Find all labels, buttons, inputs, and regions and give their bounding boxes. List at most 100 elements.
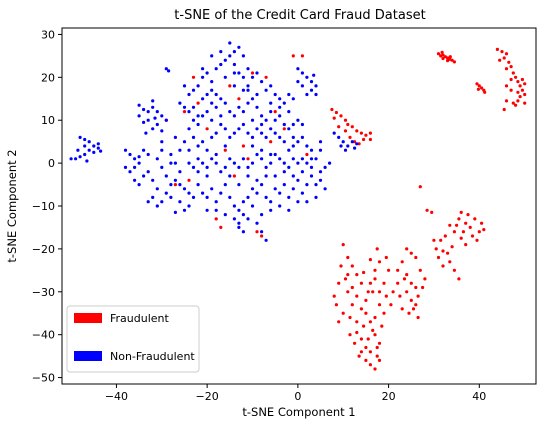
data-point xyxy=(255,127,259,131)
data-point xyxy=(355,294,359,298)
data-point xyxy=(409,298,413,302)
data-point xyxy=(269,200,273,204)
data-point xyxy=(214,217,218,221)
data-point xyxy=(346,290,350,294)
data-point xyxy=(457,217,461,221)
data-point xyxy=(504,52,509,56)
data-point xyxy=(210,101,214,105)
data-point xyxy=(441,249,445,253)
data-point xyxy=(287,208,291,212)
data-point xyxy=(464,221,468,225)
data-point xyxy=(341,243,345,247)
data-point xyxy=(246,157,250,161)
data-point xyxy=(509,88,513,92)
legend-label-fraudulent: Fraudulent xyxy=(110,312,170,325)
y-axis-label: t-SNE Component 2 xyxy=(5,149,19,262)
data-point xyxy=(241,88,245,92)
data-point xyxy=(201,140,205,144)
y-tick-label: 30 xyxy=(41,28,55,41)
data-point xyxy=(133,165,137,169)
data-point xyxy=(187,191,191,195)
data-point xyxy=(241,54,245,58)
data-point xyxy=(409,281,413,285)
data-point xyxy=(411,307,416,311)
data-point xyxy=(500,50,504,54)
data-point xyxy=(232,161,236,165)
y-tick-label: 0 xyxy=(48,157,55,170)
data-point xyxy=(223,183,227,187)
data-point xyxy=(350,285,354,290)
data-point xyxy=(232,204,236,208)
data-point xyxy=(232,50,236,54)
data-point xyxy=(328,161,332,165)
data-point xyxy=(164,118,168,122)
data-point xyxy=(364,298,368,302)
data-point xyxy=(348,333,352,337)
data-point xyxy=(228,54,232,58)
data-point xyxy=(123,165,128,169)
data-point xyxy=(219,114,223,118)
data-point xyxy=(155,157,159,161)
data-point xyxy=(346,255,350,260)
legend-swatch-fraudulent xyxy=(74,313,102,323)
data-point xyxy=(241,230,245,234)
data-point xyxy=(255,221,259,225)
data-point xyxy=(516,90,520,94)
data-point xyxy=(205,71,209,75)
data-point xyxy=(377,341,382,345)
data-point xyxy=(196,170,200,174)
data-point xyxy=(269,161,273,165)
data-point xyxy=(250,97,255,101)
data-point xyxy=(357,354,361,358)
data-point xyxy=(241,157,245,161)
data-point xyxy=(99,149,103,153)
data-point xyxy=(305,183,309,187)
data-point xyxy=(384,294,388,298)
data-point xyxy=(495,47,499,52)
data-point xyxy=(173,210,177,214)
data-point xyxy=(151,99,155,103)
data-point xyxy=(368,320,372,324)
data-point xyxy=(309,80,314,84)
data-point xyxy=(339,144,343,148)
data-point xyxy=(260,213,264,217)
data-point xyxy=(96,146,100,150)
data-point xyxy=(282,101,286,105)
data-point xyxy=(232,131,236,135)
data-point xyxy=(350,140,354,144)
data-point xyxy=(146,110,150,114)
data-point xyxy=(169,152,173,157)
data-point xyxy=(196,114,200,118)
data-point xyxy=(232,84,236,88)
data-point xyxy=(250,187,255,191)
data-point xyxy=(250,144,255,148)
data-point xyxy=(348,315,352,320)
data-point xyxy=(396,281,400,285)
data-point xyxy=(187,110,191,114)
data-point xyxy=(223,75,227,79)
data-point xyxy=(377,358,382,362)
data-point xyxy=(287,195,291,199)
data-point xyxy=(518,95,522,99)
data-point xyxy=(246,84,250,88)
data-point xyxy=(355,330,359,335)
data-point xyxy=(314,92,318,97)
data-point xyxy=(309,174,314,178)
data-point xyxy=(448,55,452,59)
data-point xyxy=(452,230,456,234)
data-point xyxy=(160,129,164,133)
data-point xyxy=(255,191,259,195)
data-point xyxy=(160,140,164,144)
data-point xyxy=(343,129,348,133)
data-point xyxy=(305,152,309,157)
data-point xyxy=(232,62,236,67)
data-point xyxy=(278,97,282,101)
data-point xyxy=(250,161,255,165)
data-point xyxy=(237,221,241,225)
data-point xyxy=(246,101,250,105)
data-point xyxy=(373,268,377,272)
data-point xyxy=(366,290,370,294)
data-point xyxy=(273,131,277,135)
data-point xyxy=(178,148,182,152)
